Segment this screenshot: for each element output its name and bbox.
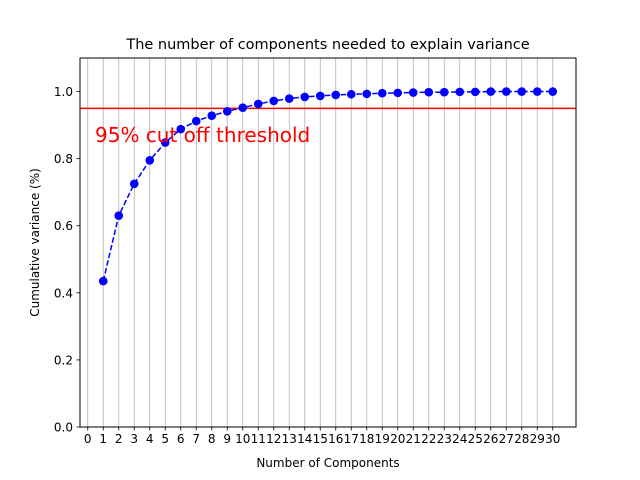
data-point-26 [486,87,496,96]
y-tick-label-3: 0.6 [54,219,73,233]
x-tick-label-17: 17 [344,432,359,446]
y-tick-label-2: 0.4 [54,286,73,300]
data-point-3 [129,179,139,189]
x-tick-label-15: 15 [313,432,328,446]
x-tick-label-9: 9 [223,432,231,446]
x-tick-label-12: 12 [266,432,281,446]
x-tick-label-25: 25 [468,432,483,446]
data-point-25 [470,87,480,97]
x-tick-label-30: 30 [545,432,560,446]
x-tick-label-22: 22 [421,432,436,446]
data-point-19 [377,88,387,98]
x-tick-label-10: 10 [235,432,250,446]
y-tick-label-0: 0.0 [54,421,73,435]
x-tick-label-3: 3 [130,432,138,446]
data-point-4 [145,156,155,165]
data-point-8 [207,111,217,120]
x-tick-label-4: 4 [146,432,154,446]
x-tick-label-5: 5 [161,432,169,446]
data-point-2 [114,211,124,220]
x-tick-label-1: 1 [99,432,107,446]
chart-title: The number of components needed to expla… [125,37,529,53]
x-tick-label-7: 7 [192,432,200,446]
x-tick-label-13: 13 [282,432,297,446]
data-point-24 [455,87,465,97]
x-tick-label-20: 20 [390,432,405,446]
data-point-11 [253,99,263,109]
x-tick-label-11: 11 [251,432,266,446]
y-tick-label-5: 1.0 [54,85,73,99]
y-tick-label-1: 0.2 [54,353,73,367]
data-point-30 [548,87,558,96]
data-point-5 [160,138,170,147]
data-point-27 [501,87,511,96]
data-point-15 [315,91,325,101]
x-tick-label-18: 18 [359,432,374,446]
data-point-28 [517,87,527,96]
series-layer [98,87,558,286]
data-point-16 [331,90,341,100]
data-point-20 [393,88,403,98]
data-point-13 [284,94,294,103]
x-tick-label-26: 26 [483,432,498,446]
x-tick-label-0: 0 [84,432,92,446]
data-point-1 [98,276,108,286]
x-tick-label-8: 8 [208,432,216,446]
x-tick-label-23: 23 [437,432,452,446]
y-tick-label-4: 0.8 [54,152,73,166]
threshold-label: 95% cut off threshold [95,123,310,147]
data-point-10 [238,103,248,112]
x-tick-label-24: 24 [452,432,467,446]
x-tick-label-19: 19 [375,432,390,446]
x-tick-label-16: 16 [328,432,343,446]
data-point-7 [191,116,201,126]
data-point-23 [439,87,449,97]
data-point-22 [424,87,434,97]
data-point-29 [532,87,542,96]
data-point-6 [176,124,186,134]
x-tick-label-2: 2 [115,432,123,446]
x-tick-label-29: 29 [530,432,545,446]
x-tick-label-14: 14 [297,432,312,446]
x-tick-label-27: 27 [499,432,514,446]
x-tick-label-21: 21 [406,432,421,446]
y-axis-title: Cumulative variance (%) [28,168,42,317]
data-point-9 [222,107,232,116]
x-tick-label-28: 28 [514,432,529,446]
data-point-17 [346,89,356,99]
data-point-14 [300,92,310,102]
x-axis-title: Number of Components [256,456,399,470]
y-axis-ticks: 0.0 0.2 0.4 0.6 0.8 1.0 [54,85,80,435]
plot-frame [79,57,577,428]
x-axis-ticks: 0 1 2 3 4 5 6 7 8 9 10 11 12 13 14 15 16 17 18 19 20 21 22 23 24… [84,427,560,446]
data-point-21 [408,88,418,97]
data-point-12 [269,96,279,106]
data-point-18 [362,89,372,99]
x-tick-label-6: 6 [177,432,185,446]
